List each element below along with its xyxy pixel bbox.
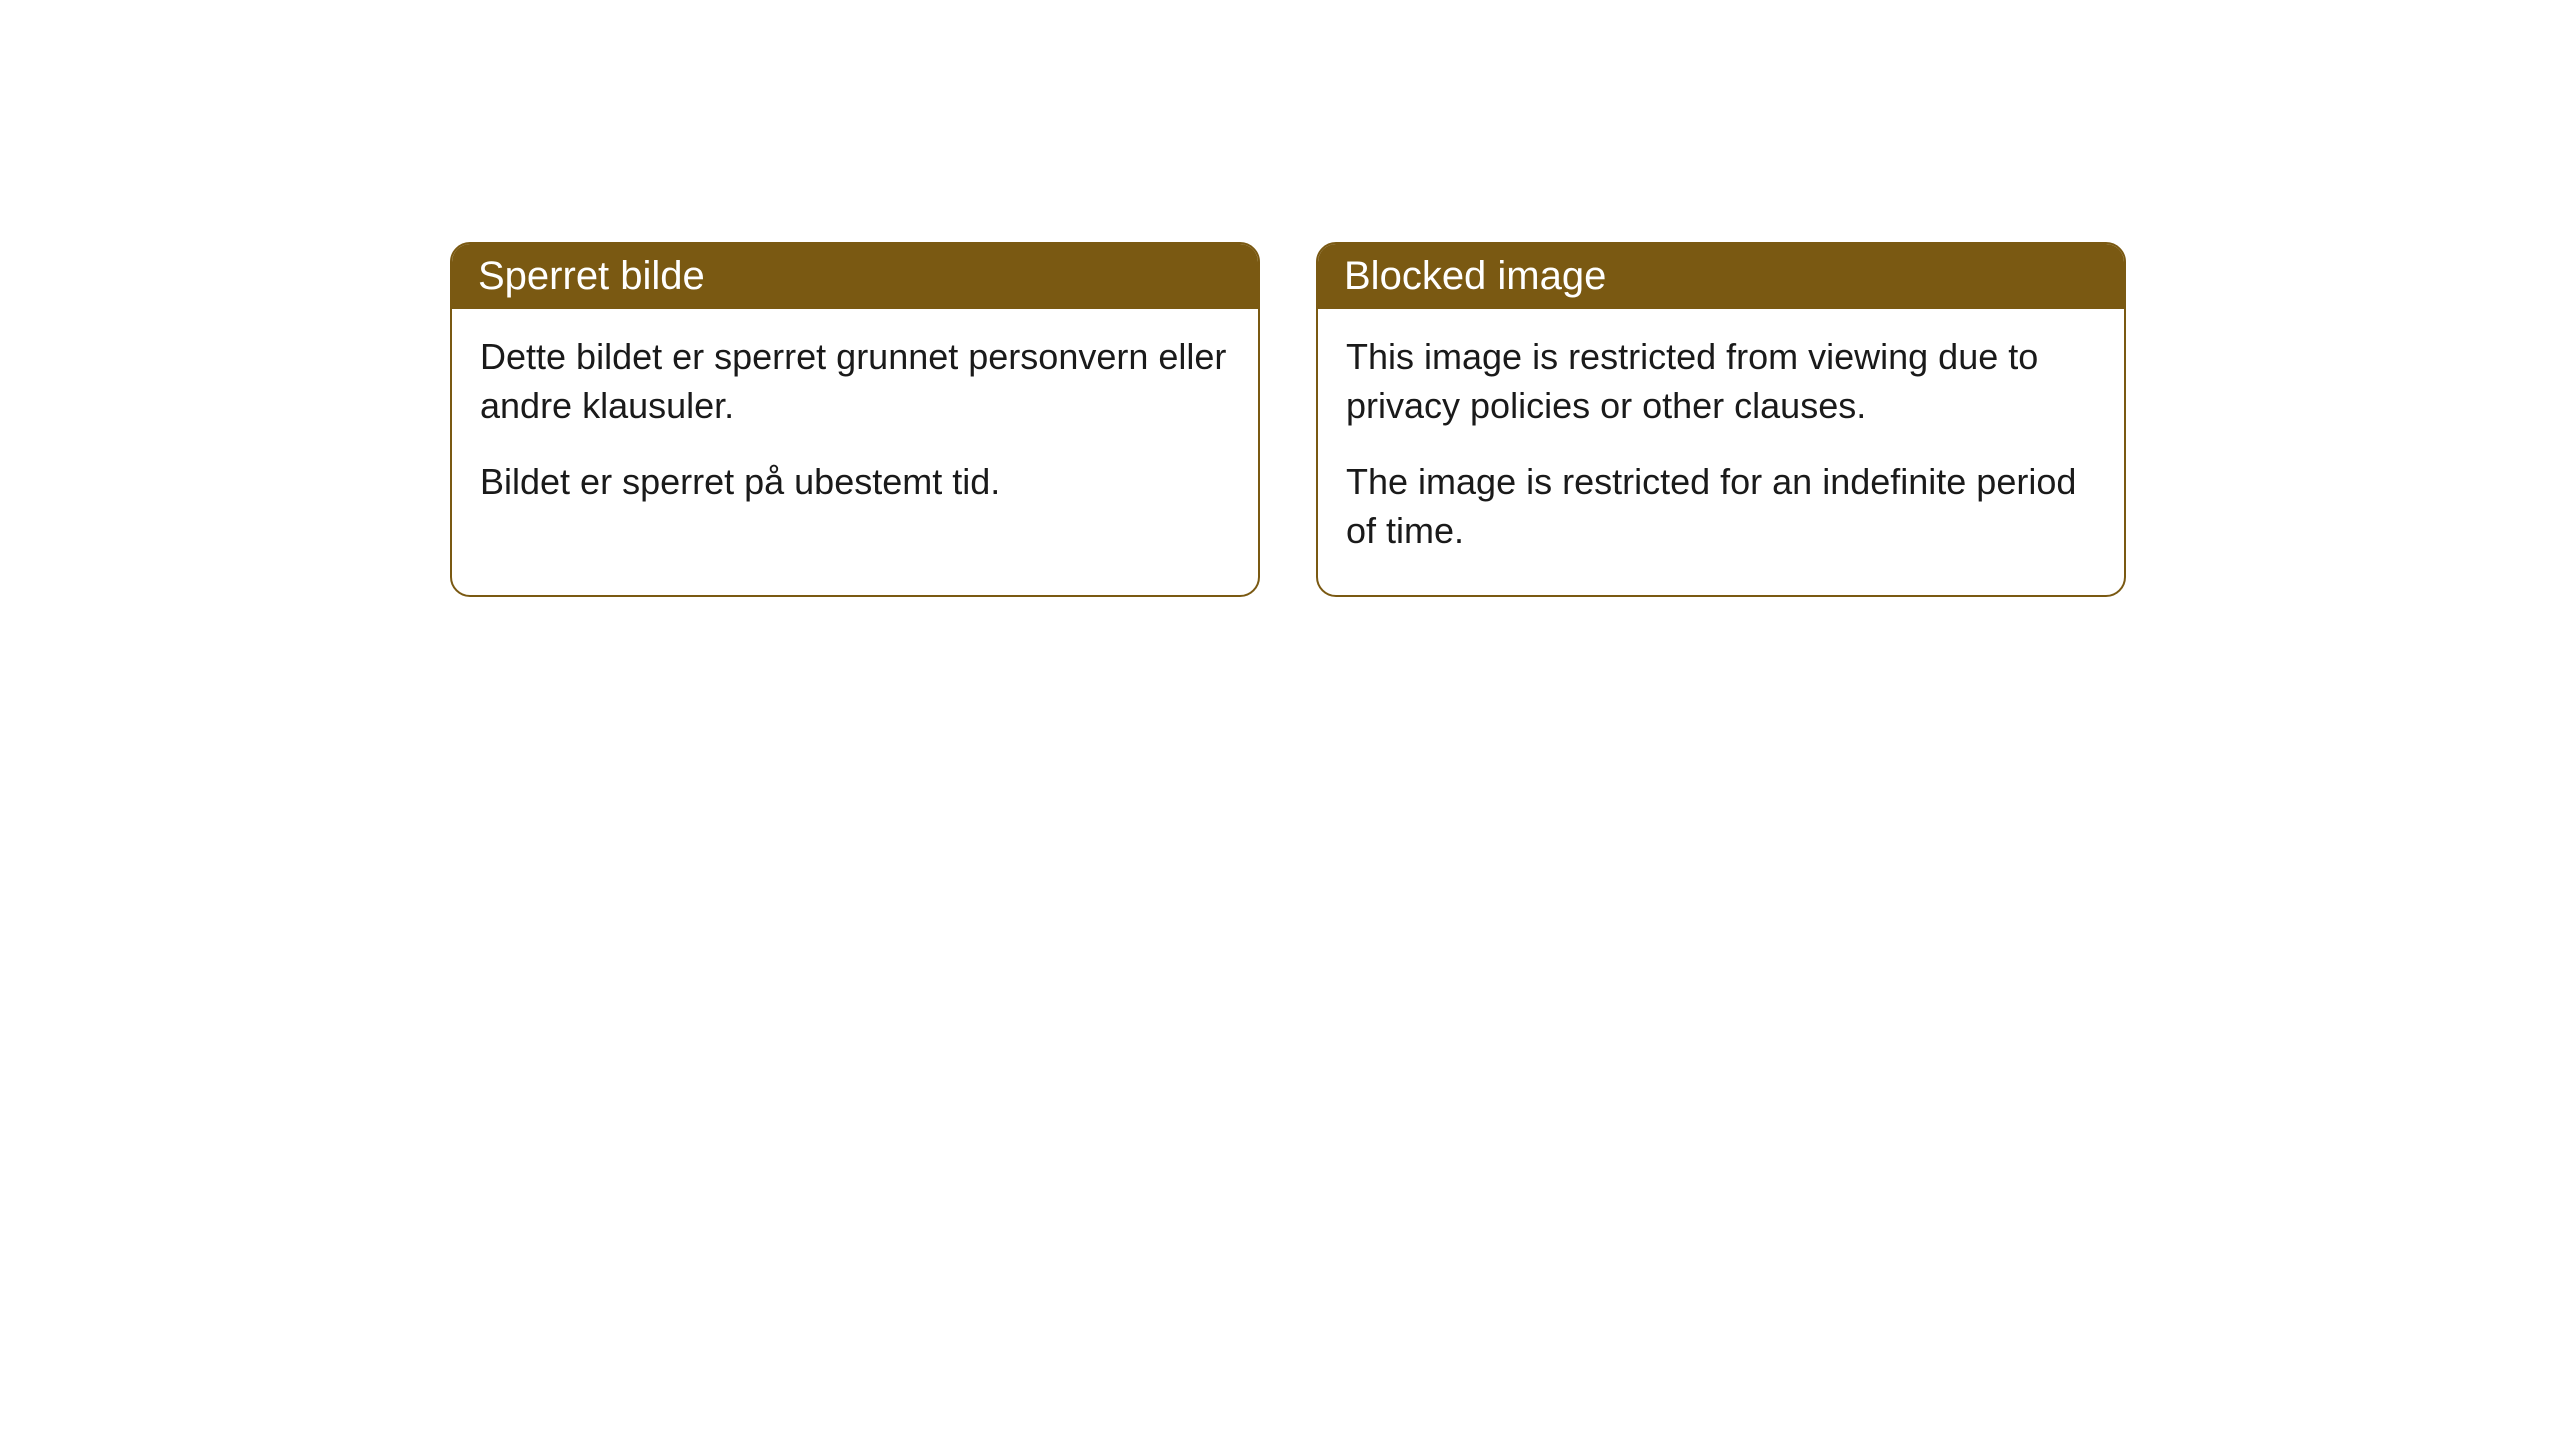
card-title: Sperret bilde [478,254,705,298]
cards-container: Sperret bilde Dette bildet er sperret gr… [450,242,2126,597]
blocked-image-card-english: Blocked image This image is restricted f… [1316,242,2126,597]
card-paragraph-2: The image is restricted for an indefinit… [1346,458,2096,555]
card-paragraph-2: Bildet er sperret på ubestemt tid. [480,458,1230,507]
card-paragraph-1: This image is restricted from viewing du… [1346,333,2096,430]
card-header: Blocked image [1318,244,2124,309]
card-body: Dette bildet er sperret grunnet personve… [452,309,1258,547]
card-title: Blocked image [1344,254,1606,298]
card-paragraph-1: Dette bildet er sperret grunnet personve… [480,333,1230,430]
card-body: This image is restricted from viewing du… [1318,309,2124,595]
blocked-image-card-norwegian: Sperret bilde Dette bildet er sperret gr… [450,242,1260,597]
card-header: Sperret bilde [452,244,1258,309]
